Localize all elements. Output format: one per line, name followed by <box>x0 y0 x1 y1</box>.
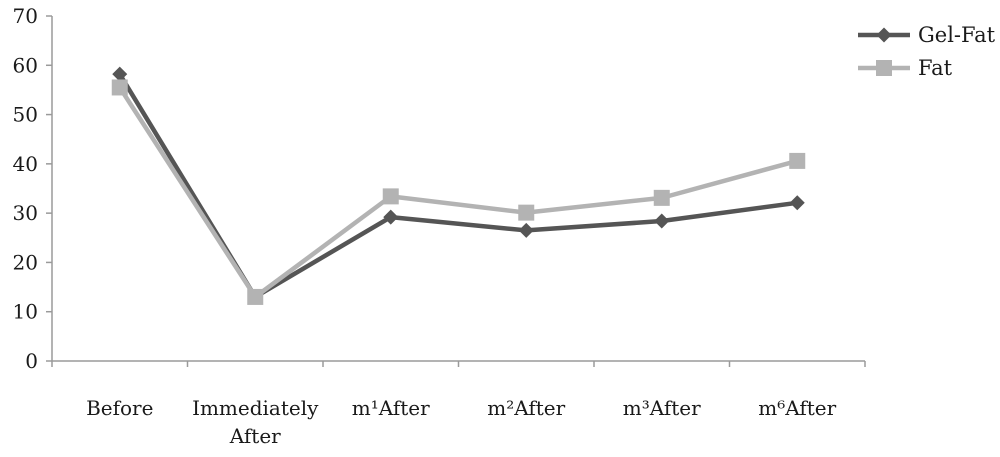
legend: Gel-Fat Fat <box>858 23 996 80</box>
series-line <box>117 72 798 300</box>
y-tick-label: 50 <box>13 103 38 127</box>
y-tick-label: 70 <box>13 4 38 28</box>
x-tick-label: m³After <box>623 396 701 420</box>
data-point-diamond <box>789 195 805 211</box>
x-tick-label: m¹After <box>352 396 430 420</box>
legend-item: Gel-Fat <box>858 23 996 47</box>
data-point-diamond <box>383 209 399 225</box>
data-point-square <box>111 79 128 96</box>
data-point-square <box>653 189 670 206</box>
x-tick-label-line: Immediately <box>192 396 319 420</box>
y-tick-label: 0 <box>25 349 38 373</box>
y-tick-label: 20 <box>13 250 38 274</box>
x-tick-label: m²After <box>487 396 565 420</box>
legend-label: Gel-Fat <box>918 23 996 47</box>
y-tick-label: 60 <box>13 53 38 77</box>
series-line <box>117 86 798 300</box>
data-point-diamond <box>518 222 534 238</box>
y-tick-label: 30 <box>13 201 38 225</box>
data-point-square <box>876 60 892 76</box>
x-tick-label-line: After <box>229 424 281 448</box>
x-tick-label-line: Before <box>86 396 153 420</box>
axes: 0 10 20 30 40 50 60 70 Before Immediately After m¹A… <box>13 4 866 448</box>
data-point-diamond <box>654 213 670 229</box>
data-point-diamond <box>876 27 892 43</box>
data-point-square <box>789 152 806 169</box>
x-tick-label-line: m¹After <box>352 396 430 420</box>
x-tick-label-line: m³After <box>623 396 701 420</box>
data-point-diamond <box>112 66 128 82</box>
y-tick-label: 40 <box>13 152 38 176</box>
data-point-square <box>247 288 264 305</box>
x-tick-label: Immediately After <box>192 396 319 448</box>
x-tick-label-line: m²After <box>487 396 565 420</box>
legend-label: Fat <box>918 56 953 80</box>
y-tick-label: 10 <box>13 300 38 324</box>
data-point-square <box>382 188 399 205</box>
x-tick-label: Before <box>86 396 153 420</box>
x-tick-label-line: m⁶After <box>758 396 836 420</box>
legend-item: Fat <box>858 56 953 80</box>
series-fat <box>111 79 806 305</box>
series-layer <box>111 66 806 305</box>
data-point-square <box>518 204 535 221</box>
x-tick-label: m⁶After <box>758 396 836 420</box>
